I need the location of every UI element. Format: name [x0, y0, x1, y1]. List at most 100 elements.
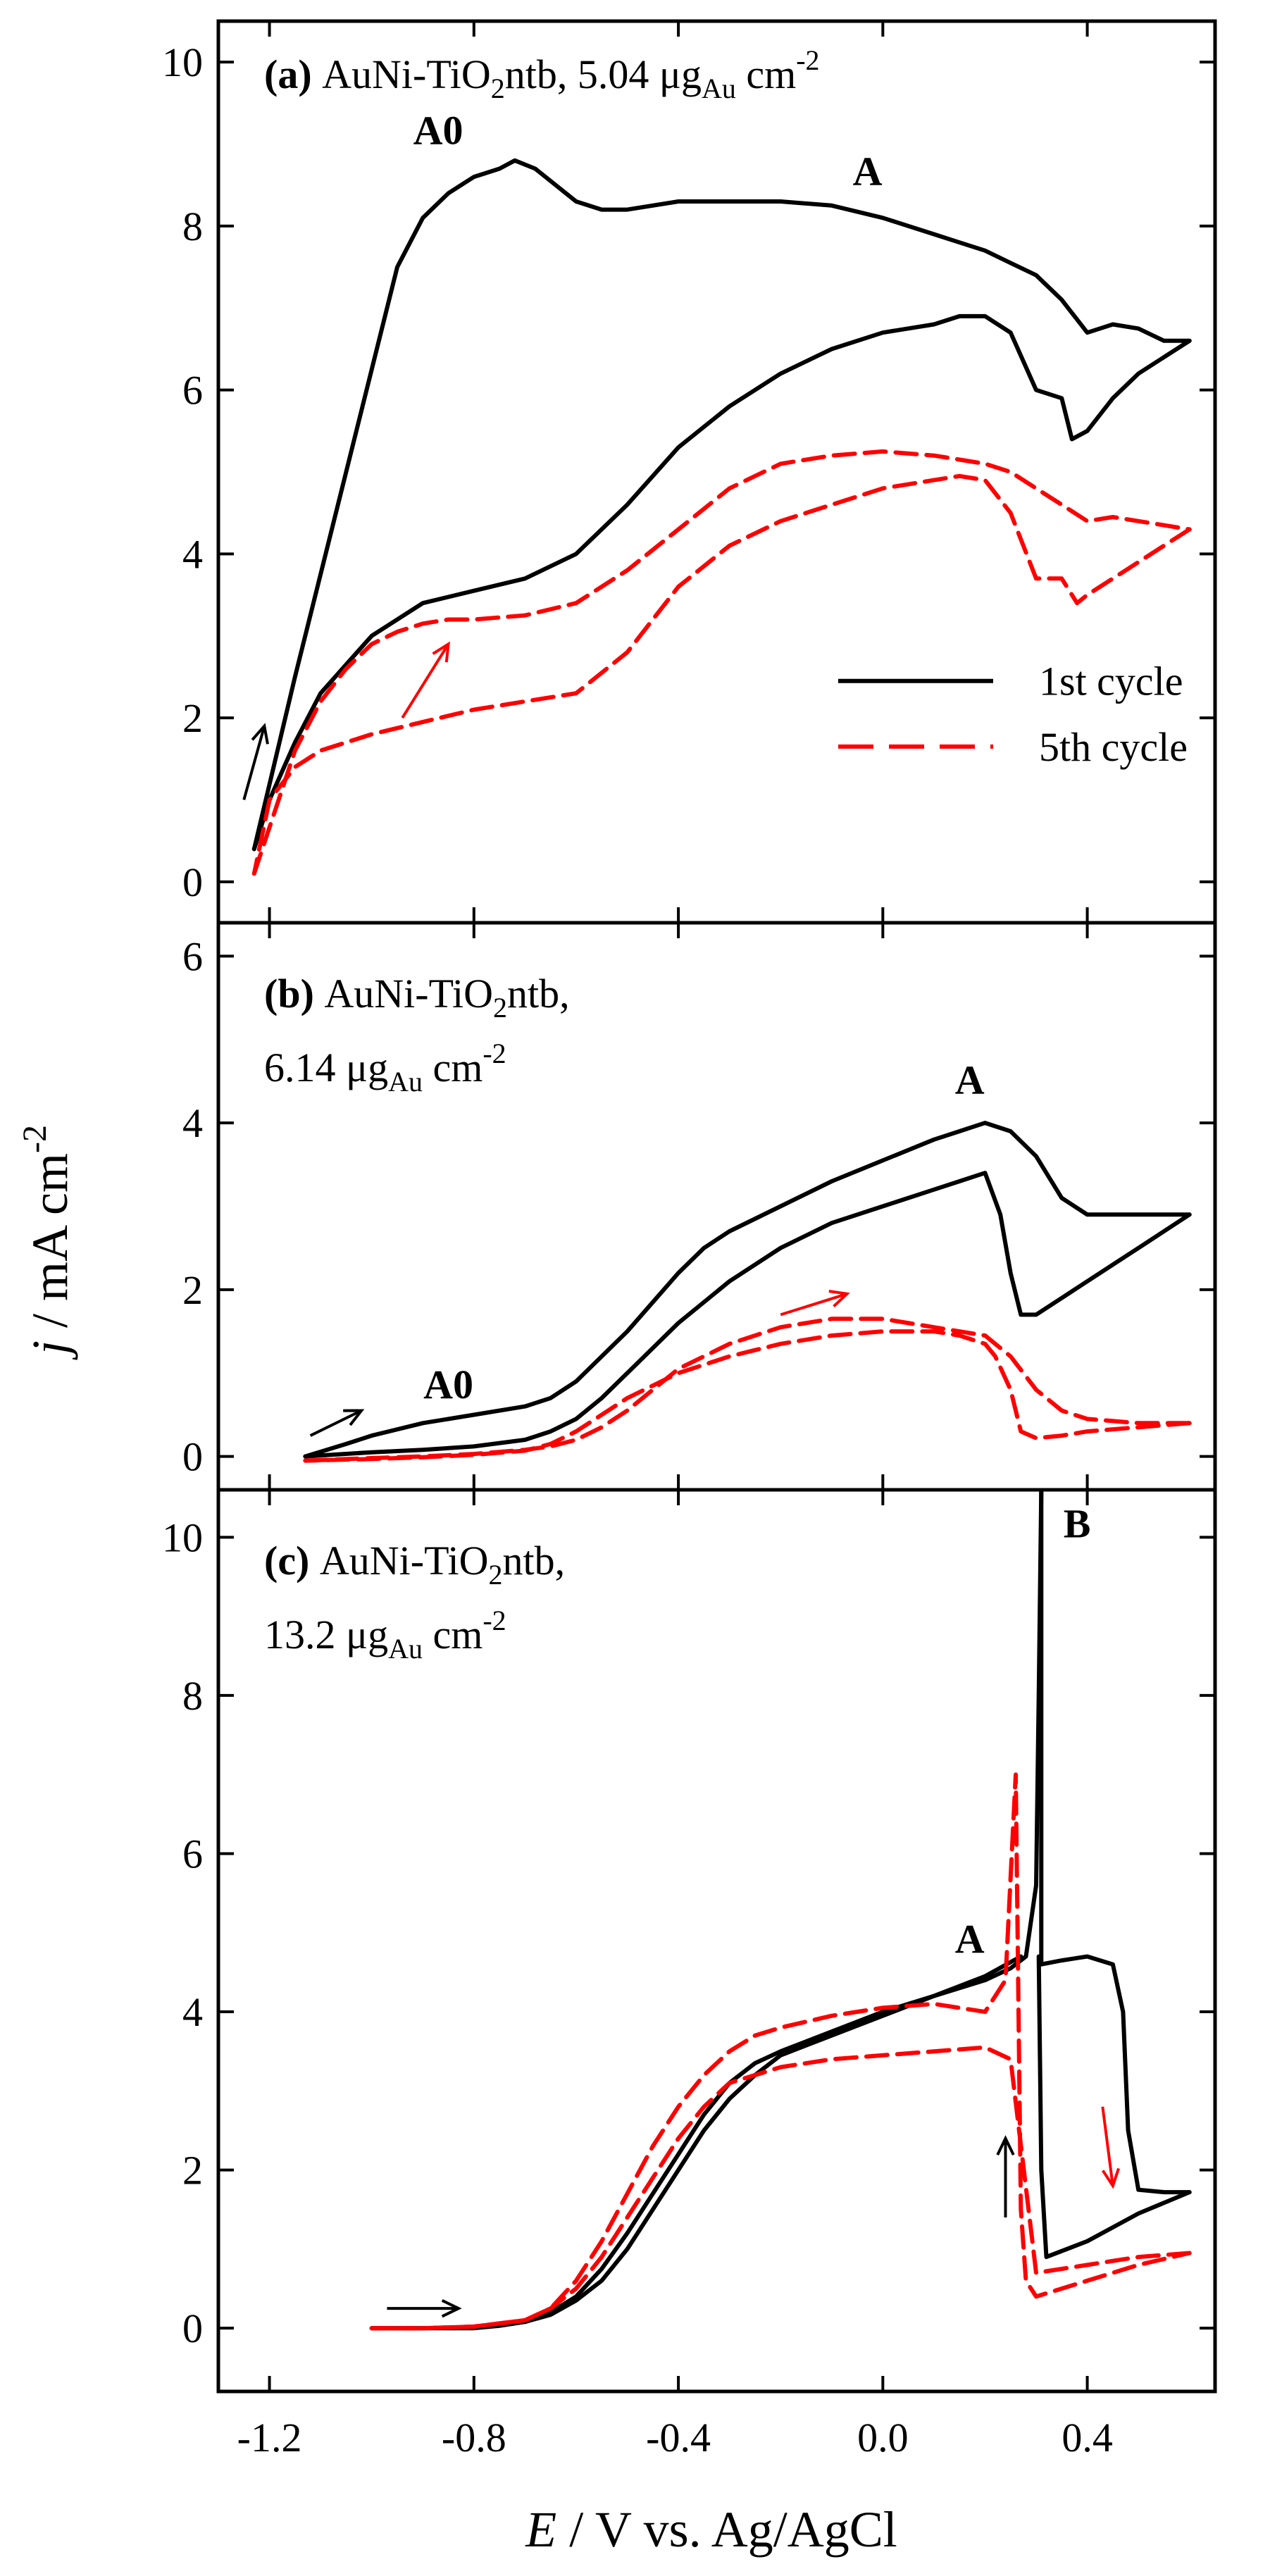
arrow-head [828, 1290, 850, 1308]
x-tick-label: 0.0 [857, 2415, 909, 2460]
panel-title-text: AuNi-TiO [320, 1538, 489, 1583]
arrow-shaft [401, 643, 450, 719]
peak-label: A0 [423, 1362, 473, 1407]
series-line [369, 1772, 1192, 2331]
y-tick-label: 0 [182, 859, 203, 905]
series-group [303, 1121, 1192, 1463]
series-line [251, 473, 1192, 876]
arrow-head [996, 2135, 1015, 2155]
panel-title-after: ntb, 5.04 μg [505, 51, 702, 97]
svg-text:j / mA cm-2: j / mA cm-2 [16, 1125, 78, 1360]
peak-label: A0 [413, 108, 463, 154]
arrow-shaft [1101, 2106, 1114, 2186]
panel-title-sub: 2 [491, 73, 505, 104]
panel-title-after: ntb, [502, 1538, 565, 1583]
arrow [1101, 2106, 1120, 2189]
panel-line2-text: 13.2 μg [264, 1612, 388, 1657]
arrow [780, 1290, 850, 1317]
panel-title: (c) AuNi-TiO2ntb, [264, 1538, 565, 1591]
series-line [251, 158, 1192, 852]
panel-line2-exp: -2 [483, 1038, 506, 1069]
y-axis-title: j / mA cm-2 [16, 1125, 78, 1360]
peak-label: A [853, 149, 883, 194]
panel-title-sub: 2 [488, 1559, 502, 1591]
y-tick-label: 8 [182, 1673, 203, 1719]
panel-title: (b) AuNi-TiO2ntb, [264, 971, 570, 1023]
x-tick-label: -0.4 [646, 2415, 711, 2460]
panel-frame [216, 19, 1217, 925]
series-line [303, 1121, 1192, 1459]
y-tick-label: 4 [182, 1989, 203, 2035]
series-group [369, 1490, 1192, 2331]
panel-title-unit: cm [736, 51, 796, 97]
series-line [251, 449, 1192, 876]
panel-line2-text: 6.14 μg [264, 1045, 388, 1090]
x-tick-label: -0.8 [442, 2415, 506, 2460]
y-tick-label: 6 [182, 1831, 203, 1877]
arrow-head [251, 723, 269, 745]
panel-title-text: AuNi-TiO [322, 51, 491, 97]
arrow [309, 1409, 365, 1437]
arrow-head [343, 1409, 365, 1426]
peak-label: A [955, 1916, 985, 1962]
x-tick-label: 0.4 [1062, 2415, 1113, 2460]
legend-label: 5th cycle [1039, 724, 1188, 770]
peak-label: A [955, 1057, 985, 1103]
panel-line2-sub: Au [388, 1066, 423, 1097]
panel-tag: (a) [264, 51, 322, 97]
peak-label: B [1064, 1500, 1091, 1546]
panel-title-text: AuNi-TiO [324, 971, 493, 1016]
panel-title-exp: -2 [796, 44, 819, 76]
panel-tag: (c) [264, 1538, 320, 1583]
arrow-shaft [309, 1409, 363, 1437]
y-tick-label: 10 [162, 39, 203, 85]
y-axis-var: j [22, 1340, 78, 1360]
arrow-head [432, 641, 450, 663]
y-axis-exp: -2 [16, 1125, 54, 1153]
y-tick-label: 2 [182, 2148, 203, 2194]
series-group [251, 158, 1192, 876]
panel-title-line2: 6.14 μgAu cm-2 [264, 1038, 506, 1097]
arrow [996, 2135, 1015, 2217]
y-tick-label: 6 [182, 933, 203, 979]
panel-title-after: ntb, [507, 971, 570, 1016]
y-tick-label: 2 [182, 695, 203, 741]
x-tick-label: -1.2 [237, 2415, 302, 2460]
panel-frame [216, 1488, 1217, 2394]
series-line [303, 1171, 1192, 1459]
legend: 1st cycle 5th cycle [838, 659, 1188, 770]
y-tick-label: 0 [182, 2306, 203, 2351]
y-axis-rest: / mA cm [22, 1153, 78, 1340]
y-tick-label: 6 [182, 368, 203, 413]
y-tick-label: 8 [182, 204, 203, 249]
panel-title-line2: 13.2 μgAu cm-2 [264, 1605, 506, 1665]
series-line [1036, 1954, 1192, 2260]
arrow [387, 2298, 462, 2318]
arrow [242, 723, 269, 800]
series-line [303, 1317, 1192, 1463]
legend-label: 1st cycle [1039, 659, 1183, 704]
arrow [401, 641, 450, 719]
series-line [251, 313, 1192, 852]
x-axis-rest: / V vs. Ag/AgCl [556, 2501, 897, 2558]
arrow-head [1101, 2167, 1120, 2189]
y-tick-label: 4 [182, 1100, 203, 1146]
panel-title: (a) AuNi-TiO2ntb, 5.04 μgAu cm-2 [264, 44, 820, 104]
panel-line2-unit: cm [423, 1612, 483, 1657]
panel-line2-unit: cm [423, 1045, 483, 1090]
panel-title-sub: 2 [493, 992, 507, 1023]
series-line [303, 1329, 1192, 1463]
panel-line2-exp: -2 [483, 1605, 506, 1636]
series-line [1039, 1490, 1192, 2195]
panel-title-sub2: Au [702, 73, 736, 104]
panel-line2-sub: Au [388, 1633, 423, 1665]
y-tick-label: 10 [162, 1514, 203, 1560]
y-tick-label: 4 [182, 531, 203, 577]
x-axis-title: E / V vs. Ag/AgCl [525, 2501, 897, 2558]
panel-tag: (b) [264, 971, 324, 1016]
arrow-shaft [780, 1292, 848, 1317]
